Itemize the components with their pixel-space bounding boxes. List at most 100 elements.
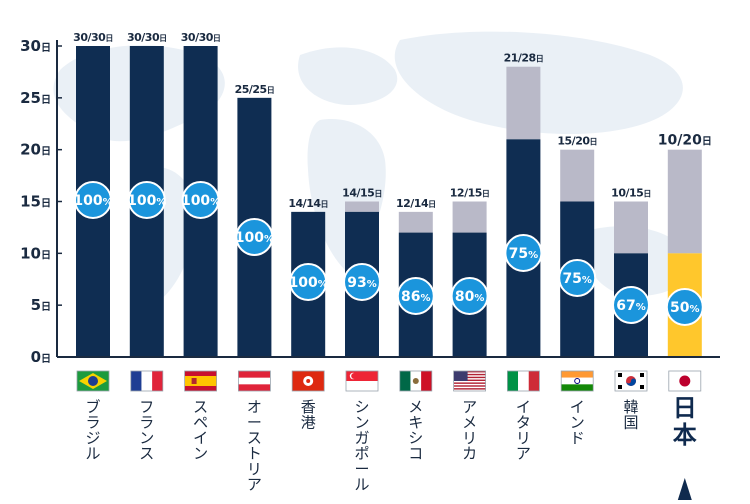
bar-remainder-9 — [560, 149, 595, 202]
flag-part — [618, 373, 622, 377]
category-char: ラ — [139, 414, 154, 432]
percent-badge-0 — [74, 181, 112, 219]
percent-label-5: 93% — [347, 275, 377, 291]
category-char: ス — [247, 429, 262, 447]
value-label-7: 12/15日 — [450, 187, 490, 200]
category-label-4: 香港 — [301, 398, 316, 432]
flag-border — [453, 370, 487, 392]
flag-part — [528, 371, 540, 391]
y-tick-unit: 日 — [41, 301, 51, 313]
value-label-1: 30/30日 — [127, 31, 167, 44]
category-char: タ — [516, 414, 531, 432]
flag-part — [626, 378, 636, 386]
flag-part — [574, 378, 581, 384]
value-label-unit: 日 — [590, 138, 598, 147]
value-label-unit: 日 — [213, 34, 221, 43]
percent-badge-6 — [396, 277, 435, 315]
percent-badge-4 — [289, 263, 328, 301]
percent-unit: % — [367, 279, 377, 290]
category-char: イ — [516, 398, 531, 416]
percent-label-4: 100% — [289, 275, 328, 291]
percent-label-10: 67% — [616, 298, 646, 314]
flag-part — [346, 381, 378, 391]
flag-part — [453, 379, 486, 381]
percent-unit: % — [528, 250, 538, 261]
category-char: イ — [193, 429, 208, 447]
value-label-unit: 日 — [536, 55, 544, 64]
flag-border — [345, 370, 379, 392]
flag-part — [238, 377, 271, 385]
flag-part — [191, 378, 197, 384]
mexico-flag-icon — [399, 370, 433, 392]
flag-part — [184, 376, 217, 386]
spain-flag-icon — [184, 370, 218, 392]
value-label-10: 10/15日 — [611, 187, 651, 200]
value-label-unit: 日 — [267, 86, 275, 95]
flag-part — [453, 385, 486, 387]
y-tick-unit: 日 — [41, 198, 51, 210]
percent-badge-9 — [558, 259, 597, 297]
percent-unit: % — [318, 279, 328, 290]
flag-part — [640, 385, 644, 389]
category-char: ン — [193, 445, 208, 463]
percent-badge-8 — [504, 234, 543, 272]
flag-part — [453, 373, 486, 376]
percent-unit: % — [264, 234, 274, 245]
flag-part — [453, 371, 468, 381]
japan-flag-icon — [668, 370, 702, 392]
category-char: リ — [247, 460, 262, 478]
flag-border — [668, 370, 702, 392]
category-char: メ — [408, 398, 423, 416]
flag-part — [453, 376, 486, 379]
flag-part — [421, 371, 432, 391]
category-char: ポ — [354, 445, 369, 463]
y-tick-unit: 日 — [41, 146, 51, 158]
category-label-11: 日本 — [673, 394, 697, 449]
percent-label-0: 100% — [73, 193, 112, 209]
category-char: イ — [570, 398, 585, 416]
category-char: オ — [247, 398, 262, 416]
flag-part — [453, 388, 486, 390]
bar-remainder-5 — [345, 201, 379, 212]
y-tick-label: 25日 — [20, 89, 51, 107]
percent-label-2: 100% — [181, 193, 220, 209]
brazil-flag-icon — [76, 370, 110, 392]
category-label-10: 韓国 — [623, 398, 638, 432]
category-char: ラ — [85, 414, 100, 432]
percent-label-3: 100% — [235, 230, 274, 246]
y-tick-label: 15日 — [20, 193, 51, 211]
percent-badge-10 — [612, 286, 650, 324]
category-char: ド — [570, 429, 585, 447]
category-char: ア — [462, 398, 477, 416]
value-label-5: 14/15日 — [342, 187, 382, 200]
category-char: ス — [139, 445, 154, 463]
y-tick-unit: 日 — [41, 353, 51, 365]
percent-badges: 100% 100% 100% 100% 100% 93% 86% 80% 75% 75% 67% 50… — [73, 181, 704, 326]
flag-border — [506, 370, 540, 392]
category-char: カ — [462, 445, 477, 463]
percent-badge-5 — [343, 263, 381, 301]
percent-label-7: 80% — [455, 289, 485, 305]
bar-remainder-11 — [667, 149, 702, 254]
percent-label-9: 75% — [562, 271, 592, 287]
value-label-unit: 日 — [702, 136, 712, 148]
flag-part — [618, 385, 622, 389]
category-char: ペ — [193, 414, 208, 432]
percent-label-8: 75% — [509, 246, 539, 262]
value-label-4: 14/14日 — [288, 197, 328, 210]
category-char: ア — [247, 476, 262, 494]
flag-part — [518, 371, 529, 391]
flag-part — [453, 371, 486, 373]
category-char: リ — [516, 429, 531, 447]
korea-flag-icon — [614, 370, 648, 392]
category-char: ン — [354, 414, 369, 432]
y-tick-label: 0日 — [31, 348, 51, 366]
percent-unit: % — [103, 197, 113, 208]
flag-part — [561, 377, 594, 385]
category-char: ガ — [354, 429, 369, 447]
